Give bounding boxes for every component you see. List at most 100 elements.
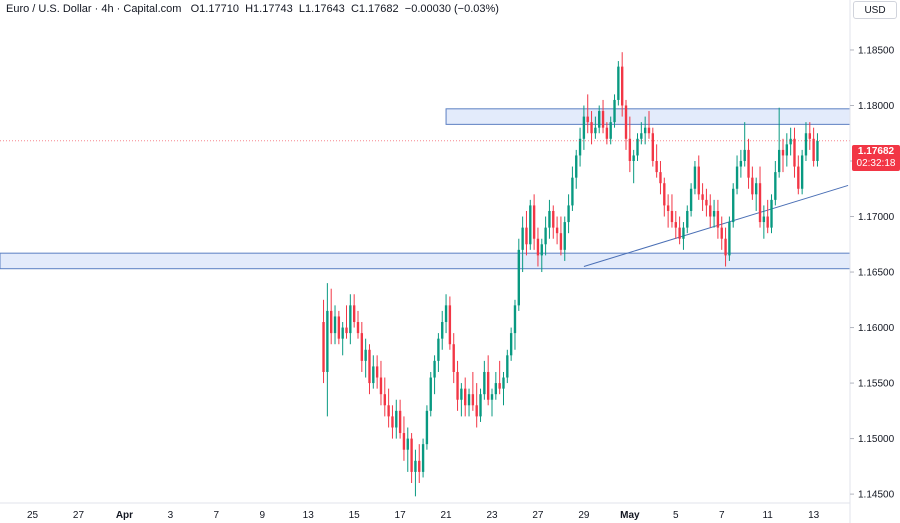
candle-body <box>777 149 781 173</box>
candle <box>732 183 735 228</box>
candle-body <box>395 410 398 428</box>
candle <box>613 94 616 128</box>
candles-layer <box>0 52 850 497</box>
candle-body <box>513 305 517 334</box>
candle-body <box>544 227 547 245</box>
currency-button[interactable]: USD <box>853 1 897 19</box>
candle-body <box>349 305 352 334</box>
candle <box>352 294 356 328</box>
candle-body <box>647 127 651 134</box>
candle-body <box>720 227 723 239</box>
candle-body <box>333 316 337 334</box>
candle <box>747 138 750 189</box>
candle <box>663 177 666 217</box>
candle-body <box>797 166 800 189</box>
candle <box>781 138 785 173</box>
ascending-trendline[interactable] <box>583 184 849 267</box>
candle-body <box>812 138 815 162</box>
candle-body <box>732 188 735 223</box>
candle <box>808 122 811 150</box>
candle-body <box>437 338 440 361</box>
candle-body <box>586 116 589 123</box>
candle-body <box>448 305 452 345</box>
candle <box>601 99 605 134</box>
candle <box>349 294 352 345</box>
candle <box>544 216 547 256</box>
candle-body <box>578 138 582 156</box>
candle-body <box>421 444 425 472</box>
zones-layer <box>0 108 851 270</box>
candle <box>770 194 773 234</box>
time-axis[interactable]: 25 27 Apr 3 7 9 13 15 17 21 23 27 29 May 5 7 11 13 <box>27 510 820 521</box>
candle <box>529 199 532 250</box>
candle-body <box>360 333 364 361</box>
candle <box>548 199 551 239</box>
candle <box>804 122 808 162</box>
candle <box>506 349 509 384</box>
candle <box>697 155 700 200</box>
candle-body <box>609 122 612 139</box>
candle <box>521 216 524 273</box>
candle <box>628 116 632 173</box>
resistance-zone[interactable] <box>445 108 851 125</box>
candle <box>777 107 781 178</box>
candle-body <box>444 305 448 323</box>
candle <box>337 310 341 345</box>
candle <box>383 377 386 417</box>
trendline-layer <box>583 184 849 267</box>
candle <box>766 199 769 234</box>
candle-body <box>345 327 348 334</box>
time-tick-label: 25 <box>27 510 39 521</box>
candle-body <box>391 416 394 428</box>
candle-body <box>452 344 455 372</box>
candle <box>571 166 574 211</box>
candle-body <box>743 149 746 162</box>
candle <box>774 161 777 206</box>
symbol-name: Euro / U.S. Dollar · 4h · Capital.com <box>6 3 182 15</box>
candle-body <box>674 222 677 228</box>
candle-body <box>643 127 647 134</box>
candle <box>525 210 528 256</box>
candle-body <box>774 172 777 200</box>
support-zone[interactable] <box>0 252 851 270</box>
candle-body <box>364 349 367 361</box>
candle-body <box>789 138 792 145</box>
candle <box>640 122 643 145</box>
candle-body <box>785 144 789 156</box>
candle-body <box>617 66 620 100</box>
candle <box>395 399 398 439</box>
candle <box>709 194 712 228</box>
candle-body <box>379 377 383 395</box>
candle <box>578 127 582 167</box>
candle <box>490 388 494 417</box>
candle-body <box>701 194 704 200</box>
candle <box>410 433 413 484</box>
last-price: 1.17682 <box>857 146 895 157</box>
candle <box>429 371 432 417</box>
candle-body <box>441 322 444 339</box>
candle <box>345 305 348 339</box>
candle-body <box>486 371 490 400</box>
candle-body <box>689 188 693 211</box>
candle <box>617 61 620 106</box>
candle <box>686 205 689 234</box>
candle-body <box>460 388 463 400</box>
candle <box>655 144 658 178</box>
low-value: L1.17643 <box>298 3 345 15</box>
candle-body <box>816 141 819 162</box>
time-tick-label: 27 <box>532 510 544 521</box>
candle <box>517 238 520 311</box>
candle-body <box>498 383 501 389</box>
candle-body <box>529 205 532 245</box>
candle <box>368 344 371 395</box>
candle-body <box>540 244 543 256</box>
candle-body <box>636 138 639 156</box>
candle-body <box>640 133 643 139</box>
candle-body <box>383 394 386 406</box>
price-tick-label: 1.16500 <box>858 268 895 279</box>
candle <box>356 310 360 339</box>
candle <box>670 194 674 228</box>
candle <box>632 149 635 184</box>
price-axis[interactable]: 1.185001.180001.175001.170001.165001.160… <box>850 45 895 501</box>
